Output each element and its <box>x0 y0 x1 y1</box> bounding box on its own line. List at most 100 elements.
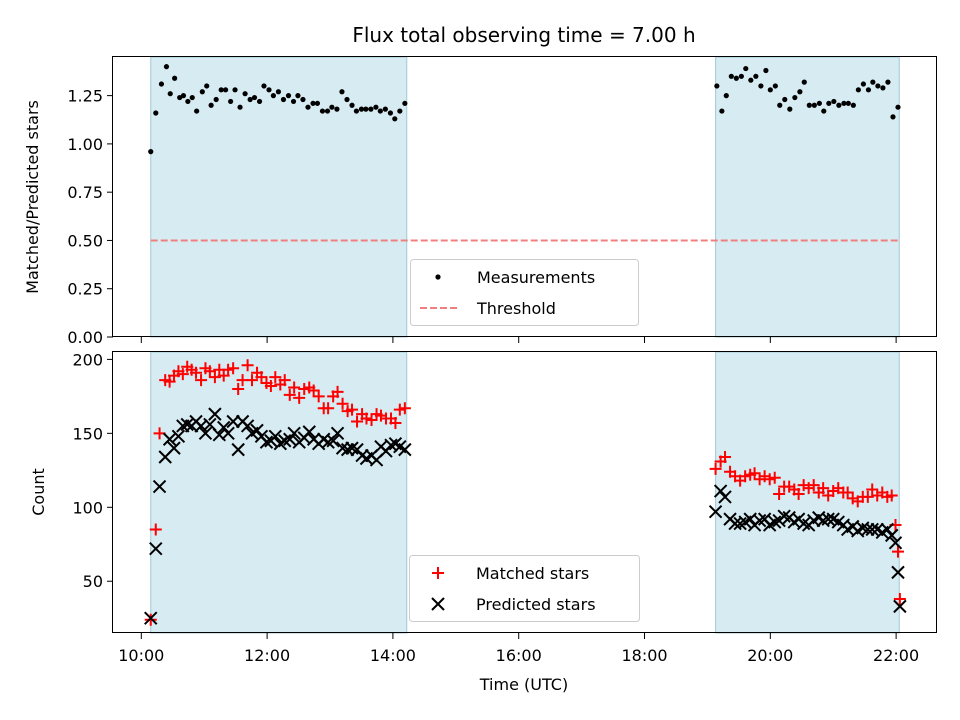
top-axes-frame <box>112 56 937 337</box>
predicted-star-point <box>713 484 728 498</box>
predicted-star-point <box>180 417 194 432</box>
matched-star-point <box>893 592 906 605</box>
measurement-point <box>218 87 224 93</box>
measurement-point <box>189 94 195 101</box>
matched-star-point <box>288 381 301 394</box>
measurement-point <box>885 79 891 85</box>
matched-star-point <box>807 479 820 492</box>
top-ytick-label: 0.00 <box>67 328 103 347</box>
measurement-point <box>344 96 350 103</box>
measurement-point <box>797 89 803 95</box>
legend-measurements-marker <box>435 274 441 280</box>
matched-star-point <box>307 384 320 397</box>
matched-star-point <box>817 482 830 495</box>
measurement-point <box>185 98 191 105</box>
measurement-point <box>397 108 403 114</box>
measurement-point <box>349 102 355 108</box>
matched-star-point <box>149 523 162 536</box>
xtick-label: 14:00 <box>370 646 416 665</box>
matched-star-point <box>739 470 752 483</box>
measurement-point <box>285 93 292 99</box>
measurement-point <box>358 106 365 112</box>
predicted-star-point <box>326 434 340 448</box>
predicted-star-point <box>198 426 213 441</box>
measurement-point <box>772 83 778 89</box>
x-axis-label: Time (UTC) <box>479 675 568 694</box>
bottom-axes-frame <box>112 351 937 633</box>
predicted-star-point <box>259 435 274 449</box>
bottom-ytick-label: 50 <box>83 572 103 591</box>
matched-star-point <box>827 485 840 498</box>
measurement-point <box>714 83 720 89</box>
predicted-star-point <box>335 441 350 455</box>
matched-star-point <box>293 391 306 404</box>
measurement-point <box>290 98 297 105</box>
matched-star-point <box>360 412 373 425</box>
measurement-point <box>816 100 822 106</box>
measurement-point <box>782 96 788 103</box>
matched-star-point <box>892 545 905 558</box>
matched-star-point <box>871 489 884 502</box>
bottom-panel: 50 100 150 200 10:00 12:00 14:00 16:00 18:00 20:… <box>29 350 937 694</box>
matched-star-point <box>758 470 771 483</box>
top-y-axis-label: Matched/Predicted stars <box>23 100 42 294</box>
matched-star-point <box>195 374 208 387</box>
matched-star-point <box>398 402 411 415</box>
predicted-star-point <box>149 541 163 556</box>
measurement-point <box>855 87 861 93</box>
measurement-point <box>392 116 398 122</box>
measurement-point <box>180 93 187 99</box>
measurement-point <box>163 64 170 70</box>
predicted-star-point <box>144 611 158 625</box>
matched-star-point <box>203 365 216 378</box>
measurement-point <box>222 87 229 93</box>
observing-window-band <box>150 56 408 338</box>
measurement-point <box>801 79 807 85</box>
measurement-point <box>753 73 759 79</box>
predicted-star-point <box>216 420 231 435</box>
measurement-point <box>314 100 321 106</box>
predicted-star-point <box>268 429 282 444</box>
measurement-point <box>339 89 345 95</box>
measurement-point <box>334 106 340 112</box>
matched-star-point <box>264 380 277 393</box>
predicted-star-point <box>821 512 835 526</box>
measurement-point <box>836 102 842 108</box>
matched-star-point <box>269 371 282 384</box>
matched-star-point <box>278 374 291 387</box>
xtick-label: 22:00 <box>873 646 919 665</box>
measurement-point <box>895 104 901 110</box>
top-ytick-label: 0.50 <box>67 231 103 250</box>
measurement-point <box>247 96 253 103</box>
measurement-point <box>850 102 856 108</box>
predicted-star-point <box>302 425 316 439</box>
predicted-star-point <box>330 426 345 441</box>
predicted-star-point <box>340 442 355 457</box>
matched-star-point <box>374 409 387 422</box>
predicted-star-point <box>777 509 791 523</box>
observing-window-band <box>715 56 900 338</box>
measurement-point <box>213 96 219 103</box>
measurement-point <box>890 114 896 120</box>
measurement-point <box>242 91 248 97</box>
predicted-star-point <box>768 515 782 529</box>
top-ytick-label: 1.25 <box>67 87 103 106</box>
legend-predicted-label: Predicted stars <box>476 595 596 614</box>
matched-star-point <box>246 374 259 387</box>
measurement-point <box>811 102 817 108</box>
measurement-point <box>172 75 178 81</box>
matched-star-point <box>144 613 157 626</box>
measurement-point <box>792 94 798 101</box>
predicted-star-point <box>250 423 264 438</box>
matched-star-point <box>802 482 815 495</box>
measurement-point <box>402 100 408 106</box>
matched-star-point <box>866 483 879 496</box>
measurement-point <box>363 106 369 112</box>
matched-star-point <box>208 371 221 384</box>
matched-star-point <box>846 492 859 505</box>
matched-star-point <box>331 385 344 398</box>
matched-star-point <box>351 415 364 428</box>
predicted-star-point <box>865 522 879 537</box>
measurement-point <box>728 73 734 79</box>
bottom-y-axis-label: Count <box>29 468 48 516</box>
